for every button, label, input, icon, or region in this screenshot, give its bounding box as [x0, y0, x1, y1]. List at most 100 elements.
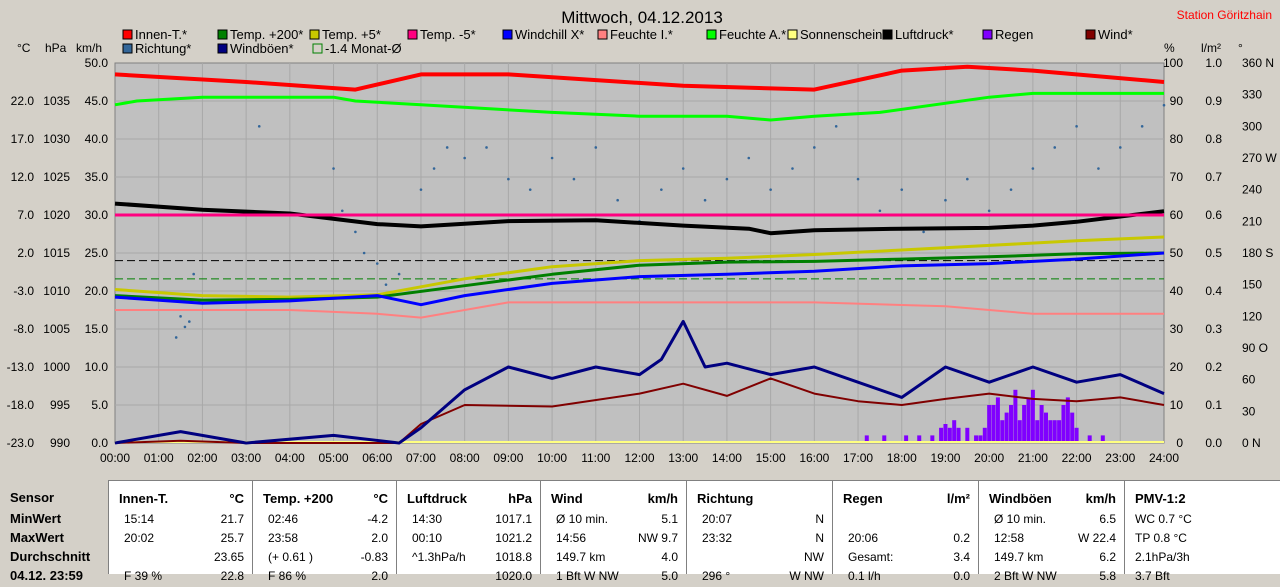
row-value: NW 9.7	[637, 531, 678, 545]
series-line	[114, 319, 1165, 445]
legend-swatch	[217, 43, 228, 54]
stats-column-header: Windböen km/h	[989, 491, 1116, 506]
rain-bar	[952, 420, 957, 443]
temp-tick-label: 12.0	[11, 170, 35, 184]
rain-bar	[1000, 420, 1005, 443]
stats-column-header: Temp. +200 °C	[263, 491, 388, 506]
row-meta: 3.7 Bft	[1135, 569, 1170, 583]
row-value: 5.1	[661, 512, 678, 526]
header-label: Temp. +200	[263, 491, 334, 506]
stats-column-richtung: Richtung 20:07 N 23:32 N NW 296 ° W NW	[686, 480, 832, 583]
row-value: 1017.1	[495, 512, 532, 526]
row-meta: 20:02	[124, 531, 155, 545]
direction-point	[922, 230, 925, 234]
pressure-tick-label: 990	[50, 436, 70, 450]
stats-row: 1020.0	[407, 569, 532, 587]
pressure-tick-label: 1010	[43, 284, 70, 298]
temp-tick-label: -23.0	[7, 436, 35, 450]
temp-axis-unit: °C	[17, 41, 31, 55]
temp-tick-label: 22.0	[11, 94, 35, 108]
legend-label: -1.4 Monat-Ø	[325, 41, 402, 56]
direction-point	[681, 167, 685, 170]
legend-swatch	[597, 29, 608, 40]
legend-label: Temp. +200*	[230, 27, 303, 42]
row-meta: 0.1 l/h	[848, 569, 881, 583]
rain-tick-label: 0.3	[1205, 322, 1222, 336]
direction-point	[362, 251, 366, 255]
humidity-tick-label: 50	[1170, 246, 1184, 260]
row-meta: 2 Bft W NW	[994, 569, 1057, 583]
rain-bar	[978, 435, 983, 443]
stats-row: 1 Bft W NW 5.0	[551, 569, 678, 587]
header-unit: km/h	[1085, 491, 1116, 506]
row-meta: 149.7 km	[994, 550, 1044, 564]
rain-tick-label: 1.0	[1205, 56, 1222, 70]
humidity-axis-unit: %	[1164, 41, 1175, 55]
rain-bar	[864, 435, 869, 443]
stats-row: 0.1 l/h 0.0	[843, 569, 970, 587]
header-unit: l/m²	[946, 491, 970, 506]
stats-row: 12:58 W 22.4	[989, 531, 1116, 549]
series-line	[114, 251, 1165, 307]
header-unit: °C	[229, 491, 244, 506]
rain-bar	[943, 424, 948, 443]
stats-row: 20:06 0.2	[843, 531, 970, 549]
direction-point	[507, 177, 510, 181]
direction-point	[183, 325, 187, 329]
series-line	[114, 64, 1165, 92]
x-tick-label: 15:00	[756, 451, 786, 465]
rain-bar	[1013, 389, 1018, 443]
direction-tick-label: 240	[1242, 183, 1262, 197]
x-tick-label: 17:00	[843, 451, 873, 465]
humidity-tick-label: 10	[1170, 398, 1184, 412]
direction-point	[1053, 146, 1057, 149]
row-meta: F 86 %	[268, 569, 307, 583]
rain-bar	[1087, 435, 1092, 443]
left-axis-ticks: 50.0 45.0 40.0 35.0 30.0 25.0 20.0 15.0 10.0 5.0 0…	[7, 56, 109, 450]
header-unit: °C	[373, 491, 388, 506]
rain-bar	[1048, 420, 1053, 443]
direction-point	[174, 336, 178, 339]
header-unit: km/h	[647, 491, 678, 506]
direction-point	[384, 283, 388, 286]
series-line	[114, 201, 1165, 236]
direction-point	[987, 209, 991, 213]
row-value: W NW	[789, 569, 824, 583]
rain-tick-label: 0.6	[1205, 208, 1222, 222]
plot-series	[114, 64, 1166, 445]
row-value: NW	[804, 550, 824, 564]
row-meta: 02:46	[268, 512, 299, 526]
row-value: 2.0	[371, 569, 388, 583]
stats-column-header: Richtung	[697, 491, 824, 506]
legend-swatch	[706, 29, 717, 40]
wind-tick-label: 35.0	[85, 170, 109, 184]
rain-bar	[1061, 405, 1066, 443]
direction-point	[463, 156, 466, 160]
row-meta: (+ 0.61 )	[268, 550, 314, 564]
series-line	[115, 301, 1164, 319]
rain-bar	[1070, 412, 1075, 443]
wind-tick-label: 10.0	[85, 360, 109, 374]
chart-title: Mittwoch, 04.12.2013	[561, 8, 723, 27]
header-label: PMV-1:2	[1135, 491, 1186, 506]
stats-row: MinWert	[10, 511, 100, 529]
legend-label: Temp. +5*	[322, 27, 381, 42]
stats-column-header: Regen l/m²	[843, 491, 970, 506]
wind-tick-label: 25.0	[85, 246, 109, 260]
wind-tick-label: 20.0	[85, 284, 109, 298]
weather-chart: Mittwoch, 04.12.2013 Station Göritzhain …	[6, 8, 1278, 465]
direction-point	[1118, 146, 1122, 149]
x-tick-label: 07:00	[406, 451, 436, 465]
temp-tick-label: -8.0	[13, 322, 34, 336]
stats-row: 00:10 1021.2	[407, 531, 532, 549]
wind-tick-label: 50.0	[85, 56, 109, 70]
stats-row: 149.7 km 6.2	[989, 550, 1116, 568]
stats-column-header: Luftdruck hPa	[407, 491, 532, 506]
direction-point	[747, 156, 751, 160]
chart-legend: Innen-T.* Temp. +200* Temp. +5* Temp. -5* Wi…	[122, 27, 1133, 56]
row-value: 4.0	[661, 550, 678, 564]
rain-bar	[974, 435, 979, 443]
row-value: N	[815, 531, 824, 545]
rain-tick-label: 0.8	[1205, 132, 1222, 146]
rain-bar	[995, 397, 1000, 443]
